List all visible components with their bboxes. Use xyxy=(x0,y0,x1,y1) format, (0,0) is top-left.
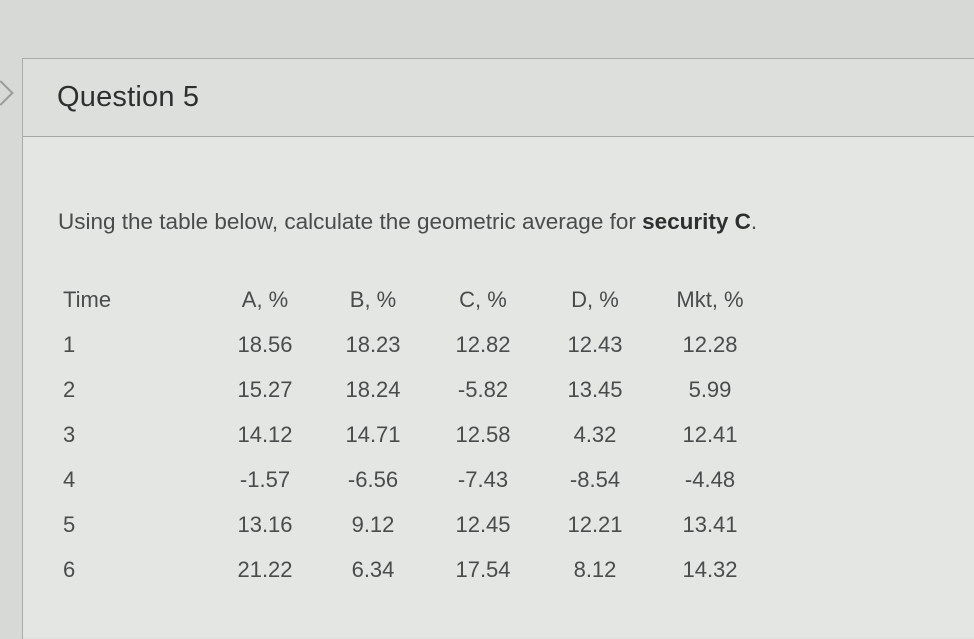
header-time: Time xyxy=(63,286,112,312)
cell-time: 3 xyxy=(63,421,76,447)
cell-time: 5 xyxy=(63,511,76,537)
cell-b: 6.34 xyxy=(351,556,395,582)
table-row: 2 15.27 18.24 -5.82 13.45 5.99 xyxy=(53,367,769,412)
prompt-text: Using the table below, calculate the geo… xyxy=(58,209,643,234)
cell-time: 2 xyxy=(63,376,76,402)
cell-c: 17.54 xyxy=(455,556,511,582)
chevron-right-icon[interactable] xyxy=(0,80,14,106)
cell-mkt: 12.41 xyxy=(682,421,738,447)
cell-b: 18.24 xyxy=(345,376,401,402)
prompt-emphasis: security C xyxy=(642,209,751,234)
cell-d: 4.32 xyxy=(573,421,617,447)
question-body: Using the table below, calculate the geo… xyxy=(23,137,974,637)
cell-b: 9.12 xyxy=(351,511,395,537)
cell-a: 15.27 xyxy=(237,376,293,402)
table-header-row: Time A, % B, % C, % D, % Mkt, % xyxy=(53,277,769,322)
prompt-suffix: . xyxy=(750,209,758,234)
question-card: Question 5 Using the table below, calcul… xyxy=(22,58,974,639)
question-header: Question 5 xyxy=(23,59,974,137)
question-prompt: Using the table below, calculate the geo… xyxy=(58,209,757,235)
cell-b: 14.71 xyxy=(345,421,401,447)
cell-time: 6 xyxy=(63,556,76,582)
cell-c: 12.82 xyxy=(455,331,511,357)
header-d: D, % xyxy=(571,286,619,312)
cell-a: 18.56 xyxy=(237,331,293,357)
cell-time: 1 xyxy=(63,331,76,357)
returns-table: Time A, % B, % C, % D, % Mkt, % 1 18.56 … xyxy=(53,277,769,592)
cell-c: -5.82 xyxy=(457,376,509,402)
cell-mkt: 14.32 xyxy=(682,556,738,582)
cell-b: 18.23 xyxy=(345,331,401,357)
table-row: 5 13.16 9.12 12.45 12.21 13.41 xyxy=(53,502,769,547)
cell-a: -1.57 xyxy=(239,466,291,492)
header-c: C, % xyxy=(459,286,507,312)
cell-b: -6.56 xyxy=(347,466,399,492)
header-b: B, % xyxy=(349,286,397,312)
cell-d: 12.21 xyxy=(567,511,623,537)
cell-d: -8.54 xyxy=(569,466,621,492)
cell-d: 12.43 xyxy=(567,331,623,357)
cell-mkt: -4.48 xyxy=(684,466,736,492)
cell-d: 8.12 xyxy=(573,556,617,582)
cell-mkt: 12.28 xyxy=(682,331,738,357)
question-title: Question 5 xyxy=(57,81,200,113)
cell-d: 13.45 xyxy=(567,376,623,402)
cell-a: 13.16 xyxy=(237,511,293,537)
header-a: A, % xyxy=(241,286,289,312)
table-row: 6 21.22 6.34 17.54 8.12 14.32 xyxy=(53,547,769,592)
header-mkt: Mkt, % xyxy=(676,286,744,312)
cell-c: -7.43 xyxy=(457,466,509,492)
table-row: 4 -1.57 -6.56 -7.43 -8.54 -4.48 xyxy=(53,457,769,502)
cell-mkt: 5.99 xyxy=(688,376,732,402)
cell-time: 4 xyxy=(63,466,76,492)
cell-c: 12.45 xyxy=(455,511,511,537)
cell-mkt: 13.41 xyxy=(682,511,738,537)
table-row: 1 18.56 18.23 12.82 12.43 12.28 xyxy=(53,322,769,367)
cell-c: 12.58 xyxy=(455,421,511,447)
table-row: 3 14.12 14.71 12.58 4.32 12.41 xyxy=(53,412,769,457)
cell-a: 21.22 xyxy=(237,556,293,582)
cell-a: 14.12 xyxy=(237,421,293,447)
